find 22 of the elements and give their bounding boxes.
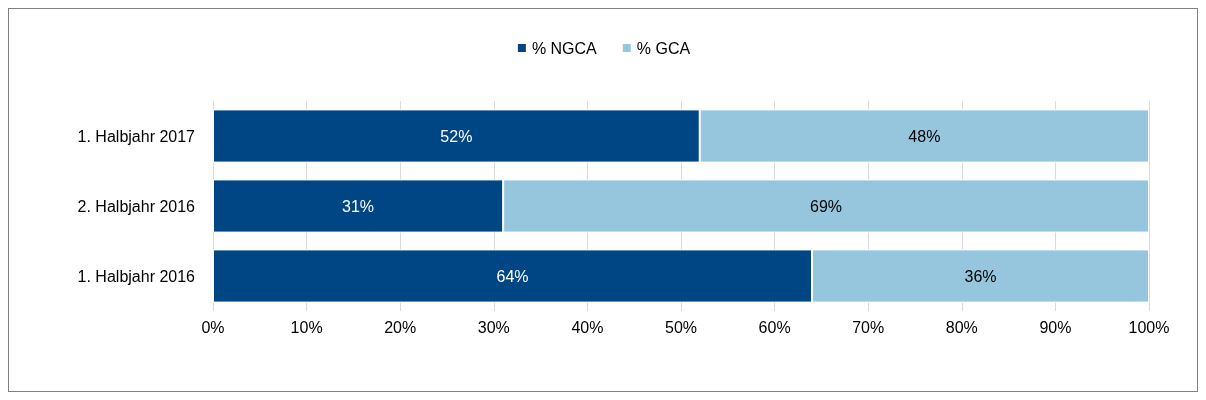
data-label: 36% xyxy=(964,267,997,285)
x-tick-label: 70% xyxy=(852,318,885,336)
x-tick-label: 0% xyxy=(201,318,225,336)
data-label: 64% xyxy=(496,267,529,285)
y-tick-label: 1. Halbjahr 2017 xyxy=(77,127,196,145)
legend-label: % NGCA xyxy=(531,39,598,57)
x-tick-label: 30% xyxy=(477,318,510,336)
legend-label: % GCA xyxy=(636,39,691,57)
data-label: 52% xyxy=(440,127,473,145)
data-label: 31% xyxy=(342,197,375,215)
x-tick-label: 60% xyxy=(758,318,791,336)
data-label: 69% xyxy=(810,197,843,215)
data-label: 48% xyxy=(908,127,941,145)
x-tick-label: 100% xyxy=(1128,318,1170,336)
x-tick-label: 50% xyxy=(664,318,698,336)
x-tick-label: 80% xyxy=(945,318,978,336)
x-tick-label: 10% xyxy=(290,318,323,336)
x-tick-label: 40% xyxy=(571,318,604,336)
y-tick-label: 2. Halbjahr 2016 xyxy=(77,197,196,215)
x-tick-label: 20% xyxy=(384,318,417,336)
y-tick-label: 1. Halbjahr 2016 xyxy=(77,267,196,285)
x-tick-label: 90% xyxy=(1039,318,1072,336)
